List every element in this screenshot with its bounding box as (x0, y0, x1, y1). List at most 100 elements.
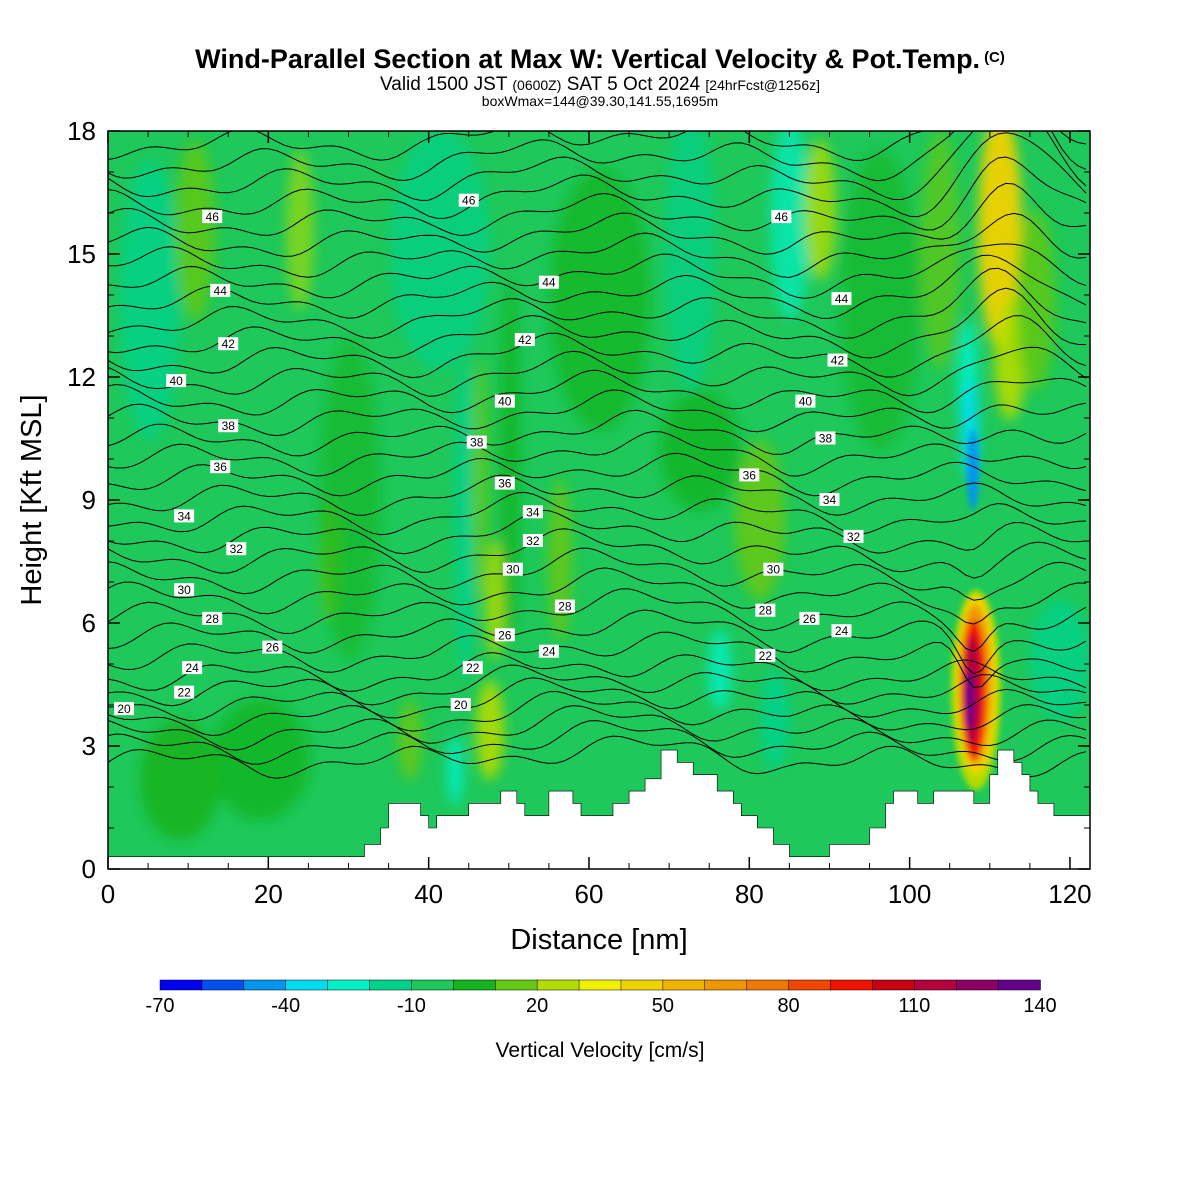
theta-contour-line (108, 720, 1087, 765)
contour-label: 24 (538, 644, 559, 659)
x-tick-label: 40 (414, 879, 443, 909)
colorbar-swatch (494, 979, 538, 991)
contour-label: 36 (494, 476, 515, 491)
potential-temperature-contours (108, 131, 1087, 779)
contour-label-text: 42 (518, 333, 532, 347)
contour-label-text: 30 (506, 563, 520, 577)
theta-contour-line (108, 677, 1087, 722)
contour-label-text: 24 (185, 661, 199, 675)
theta-contour-line (108, 509, 1087, 555)
colorbar-swatch (536, 979, 580, 991)
contour-label: 32 (843, 529, 864, 544)
contour-label-text: 38 (470, 436, 484, 450)
contour-label-text: 30 (767, 563, 781, 577)
contour-label-text: 46 (462, 194, 476, 208)
contour-label-text: 40 (498, 395, 512, 409)
x-axis-title: Distance [nm] (510, 924, 687, 956)
contour-label: 28 (755, 603, 776, 618)
theta-contour-line (108, 664, 1087, 707)
contour-label-text: 32 (230, 542, 244, 556)
contour-label-text: 22 (466, 661, 480, 675)
colorbar-swatch (914, 979, 957, 991)
colorbar-swatch (704, 979, 748, 991)
contour-label-text: 40 (169, 374, 183, 388)
contour-label-text: 40 (799, 395, 813, 409)
contour-label-text: 28 (206, 612, 220, 626)
colorbar-swatch (620, 979, 664, 991)
colorbar-label: 110 (898, 995, 930, 1017)
theta-contour-line (108, 690, 1087, 737)
contour-label-text: 36 (214, 460, 228, 474)
contour-label: 24 (831, 624, 852, 638)
contour-label: 30 (763, 562, 784, 577)
colorbar-swatch (453, 979, 496, 991)
colorbar-swatch (159, 979, 203, 991)
contour-label: 34 (819, 493, 840, 507)
contour-label-text: 26 (498, 628, 512, 642)
y-tick-label: 15 (67, 239, 96, 269)
contour-label-text: 20 (454, 698, 468, 712)
chart-title: Wind-Parallel Section at Max W: Vertical… (0, 44, 1200, 75)
theta-contour-line (108, 389, 1087, 437)
theta-contour-line (108, 182, 1087, 257)
theta-contour-line (108, 131, 1087, 161)
contour-label: 44 (831, 292, 852, 306)
valid-zulu: (0600Z) (512, 77, 562, 93)
contour-label-text: 44 (214, 284, 228, 298)
contour-label: 28 (202, 611, 223, 626)
contour-label-text: 38 (819, 432, 833, 446)
contour-label-text: 30 (177, 583, 191, 597)
theta-contour-line (108, 243, 1087, 299)
contour-label-text: 28 (759, 604, 773, 618)
chart-subtitle: Valid 1500 JST (0600Z) SAT 5 Oct 2024 [2… (0, 74, 1200, 96)
contour-label: 20 (450, 698, 471, 712)
colorbar-label: -40 (271, 995, 300, 1017)
theta-contour-line (108, 315, 1087, 379)
y-tick-label: 12 (67, 362, 96, 392)
contour-label: 40 (795, 394, 816, 409)
colorbar-swatch (243, 979, 287, 991)
theta-contour-line (108, 652, 1087, 692)
theta-contour-line (108, 430, 1087, 477)
contour-label: 28 (554, 599, 575, 614)
valid-date: SAT 5 Oct 2024 (566, 74, 701, 95)
colorbar-label: 80 (777, 995, 799, 1017)
x-tick-label: 0 (101, 879, 115, 909)
colorbar-title: Vertical Velocity [cm/s] (496, 1039, 705, 1062)
contour-label-text: 38 (222, 419, 236, 433)
y-tick-label: 9 (82, 485, 96, 515)
theta-contour-line (108, 287, 1087, 359)
contour-label: 34 (174, 509, 195, 523)
theta-contour-line (108, 588, 1087, 652)
contour-label-text: 22 (759, 649, 773, 663)
colorbar-swatch (578, 979, 622, 991)
contour-label: 38 (815, 431, 836, 446)
colorbar-label: -10 (397, 995, 426, 1017)
box-max-info: boxWmax=144@39.30,141.55,1695m (481, 93, 719, 109)
contour-label: 46 (202, 210, 223, 224)
contour-label: 26 (799, 611, 820, 626)
contour-label: 30 (502, 562, 523, 577)
contour-label: 46 (771, 210, 792, 224)
contour-labels: 46 46 46 44 44 44 42 42 42 40 40 40 38 38 38 36 36 36 34 34… (114, 193, 864, 716)
contour-label-text: 26 (803, 612, 817, 626)
theta-contour-line (108, 609, 1087, 675)
theta-contour-line (108, 452, 1087, 497)
contour-label-text: 32 (847, 530, 861, 544)
contour-label-text: 34 (526, 505, 540, 519)
colorbar: -70 -40 -10 20 50 80 110 140 (146, 979, 1057, 1017)
theta-contour-line (108, 212, 1087, 279)
contour-label-text: 34 (823, 493, 837, 507)
x-tick-label: 80 (735, 879, 764, 909)
theta-contour-line (108, 705, 1087, 751)
y-axis-title: Height [Kft MSL] (16, 394, 48, 605)
colorbar-swatch (830, 979, 874, 991)
contour-label-text: 24 (542, 645, 556, 659)
valid-time: Valid 1500 JST (379, 74, 508, 95)
theta-contour-line (108, 409, 1087, 457)
contour-label: 36 (739, 468, 760, 482)
contour-label: 34 (522, 505, 543, 519)
theta-contour-line (108, 156, 1087, 237)
x-axis: 0 20 40 60 80 100 120 (101, 131, 1092, 909)
